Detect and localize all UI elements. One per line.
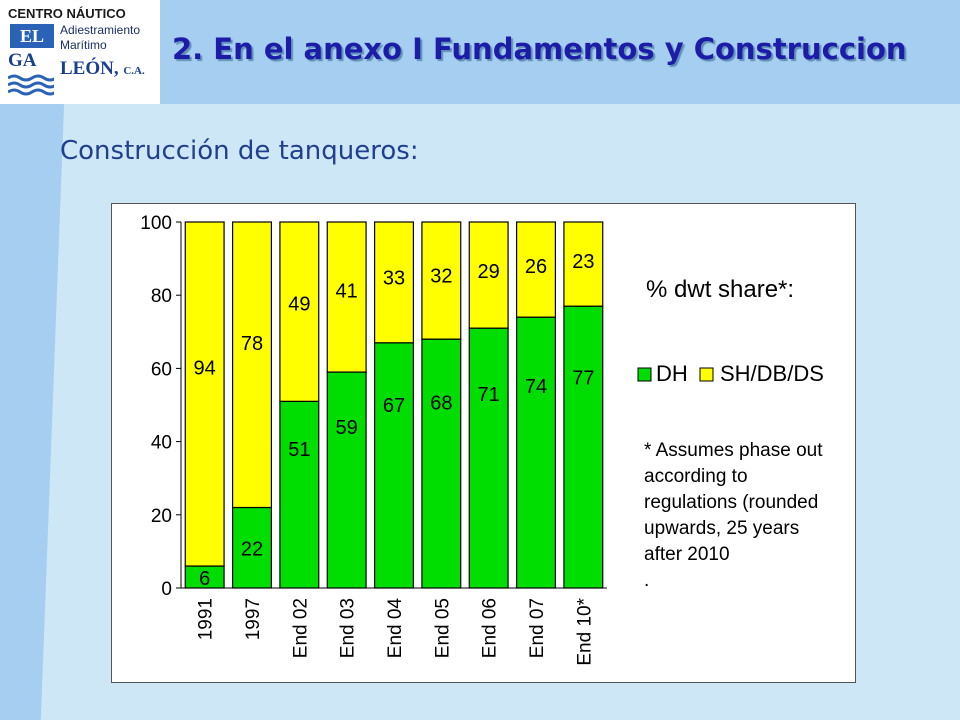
data-label-dh: 74 [525, 376, 547, 398]
logo-text-leon: LEÓN, C.A. [60, 58, 145, 79]
slide-title: 2. En el anexo I Fundamentos y Construcc… [172, 32, 907, 66]
x-tick-label: End 03 [338, 598, 359, 658]
y-tick-label: 100 [140, 213, 172, 234]
data-label-sh: 94 [194, 357, 216, 379]
y-tick-label: 80 [151, 286, 172, 307]
logo-text-adiestramiento: Adiestramiento [60, 23, 141, 37]
bar-sh [468, 221, 509, 329]
bar-dh [326, 371, 367, 589]
bar-sh [563, 221, 604, 307]
bar-sh [515, 221, 557, 318]
data-label-sh: 23 [572, 251, 594, 273]
footnote-line: according to [644, 466, 748, 487]
data-label-dh: 68 [430, 392, 452, 414]
x-tick-label: End 04 [385, 598, 406, 659]
x-tick-label: End 07 [527, 598, 548, 658]
header-band [0, 0, 960, 104]
legend-swatch-sh [699, 367, 714, 382]
y-tick-label: 20 [151, 506, 172, 527]
data-label-dh: 59 [336, 417, 358, 439]
x-tick-label: End 02 [290, 598, 311, 658]
data-label-dh: 51 [288, 439, 310, 461]
bar-sh [184, 221, 225, 567]
data-label-dh: 22 [241, 539, 263, 561]
bar-dh [468, 327, 509, 589]
bar-dh [279, 400, 320, 589]
footnote-line: after 2010 [644, 544, 730, 565]
bar-dh [563, 305, 604, 589]
y-tick-label: 0 [161, 579, 172, 600]
bar-sh [373, 221, 415, 344]
data-label-sh: 49 [288, 294, 310, 316]
company-logo: CENTRO NÁUTICO EL Adiestramiento Marítim… [0, 0, 160, 104]
x-tick-label: 1997 [243, 598, 264, 640]
footnote-line: regulations (rounded [644, 492, 818, 513]
legend-label-dh: DH [656, 361, 688, 386]
logo-waves-icon [8, 74, 54, 96]
x-tick-label: End 06 [480, 598, 501, 658]
data-label-sh: 29 [478, 261, 500, 283]
bar-sh [421, 221, 462, 340]
data-label-sh: 32 [430, 266, 452, 288]
data-label-dh: 71 [478, 384, 500, 406]
data-label-sh: 41 [336, 281, 358, 303]
slide-subtitle: Construcción de tanqueros: [60, 136, 419, 166]
logo-el-badge: EL [10, 24, 54, 48]
logo-text-centro: CENTRO NÁUTICO [8, 6, 126, 21]
legend-swatch-dh [637, 367, 652, 382]
x-tick-label: 1991 [196, 598, 217, 640]
data-label-sh: 33 [383, 267, 405, 289]
data-label-dh: 67 [383, 395, 405, 417]
data-label-dh: 6 [199, 568, 210, 590]
footnote-line: * Assumes phase out [644, 440, 823, 461]
logo-text-ga: GA [8, 50, 37, 71]
bar-dh [373, 342, 415, 589]
footnote-line: . [644, 570, 649, 591]
legend-title: % dwt share*: [646, 276, 794, 303]
bar-dh [421, 338, 462, 589]
legend-label-sh: SH/DB/DS [720, 361, 824, 386]
data-label-dh: 77 [572, 368, 594, 390]
y-tick-label: 60 [151, 359, 172, 380]
bar-sh [231, 221, 273, 509]
footnote-line: upwards, 25 years [644, 518, 799, 539]
x-tick-label: End 10* [574, 597, 595, 665]
x-tick-label: End 05 [432, 598, 453, 658]
bar-sh [326, 221, 367, 373]
y-tick-label: 40 [151, 433, 172, 454]
bar-dh [515, 316, 557, 589]
data-label-sh: 78 [241, 333, 263, 355]
data-label-sh: 26 [525, 256, 547, 278]
logo-text-maritimo: Marítimo [60, 38, 107, 52]
bar-sh [279, 221, 320, 402]
bar-dh [231, 506, 273, 589]
